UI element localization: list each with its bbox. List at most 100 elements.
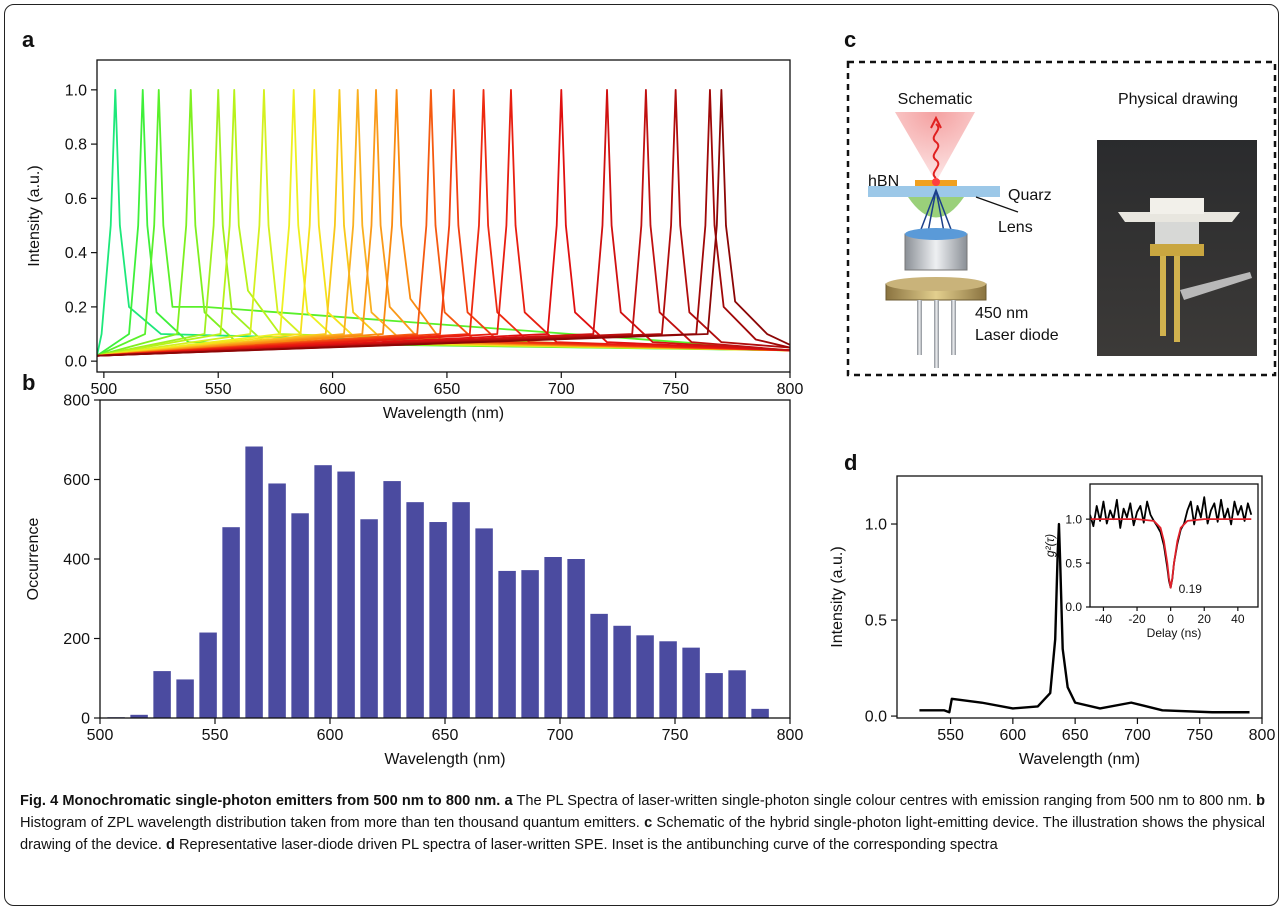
photo-pin [1174,256,1180,342]
x-tick-label: 750 [662,727,689,744]
diode-base-top [886,277,986,291]
panel-label: d [844,450,857,475]
annotation: 0.19 [1179,582,1203,596]
histogram-bar [199,632,217,718]
quartz-label: Quarz [1008,187,1052,204]
y-axis-label: Intensity (a.u.) [26,165,43,266]
caption-text: The PL Spectra of laser-written single-p… [512,793,1257,809]
y-tick-label: 1.0 [65,82,87,99]
caption-text: d [166,837,175,853]
diode-pin [951,300,956,355]
histogram-bar [130,714,148,718]
y-tick-label: 600 [63,472,90,489]
histogram-bar [222,527,240,718]
y-tick-label: 800 [63,393,90,410]
y-axis-label: Occurrence [25,518,42,601]
histogram-bar [176,679,194,718]
hbn-label: hBN [868,173,899,190]
inset-background [1090,484,1258,607]
caption-text: Representative laser-diode driven PL spe… [174,837,998,853]
spectrum-line [97,88,790,357]
diode-pin [934,300,939,368]
plot-area [97,88,790,357]
spectrum-line [97,88,790,357]
x-tick-label: 550 [937,727,964,744]
laser-label: Laser diode [975,327,1059,344]
x-tick-label: 650 [434,381,461,398]
spectrum-line [919,522,1250,714]
dashed-box [846,60,1277,377]
photo-pin [1160,256,1166,336]
spectrum-line [1090,518,1252,589]
x-tick-label: 800 [777,727,804,744]
lens-label: Lens [998,219,1033,236]
histogram-bar [337,471,355,718]
x-tick-label: 40 [1231,612,1245,626]
histogram-bar [245,446,263,718]
x-axis-label: Wavelength (nm) [383,405,504,422]
x-tick-label: 750 [1186,727,1213,744]
spectrum-line [97,88,790,357]
x-tick-label: 700 [548,381,575,398]
histogram-bar [429,522,447,718]
spectrum-line [97,88,790,357]
histogram-bar [268,483,286,718]
plot-area [1090,496,1253,589]
axis-box [896,475,1263,719]
panel-label: c [844,27,856,52]
pointer [975,196,1019,213]
y-axis-label: Intensity (a.u.) [829,546,846,647]
spectrum-line [97,88,790,357]
photo-can [1155,222,1199,244]
x-axis-label: Wavelength (nm) [384,751,505,768]
laser-label: 450 nm [975,305,1028,322]
y-tick-label: 0.0 [1065,600,1082,614]
photo-tweezer [1180,272,1252,300]
diode-window [905,228,967,240]
schematic-title: Schematic [898,91,973,108]
x-tick-label: 500 [87,727,114,744]
x-tick-label: 550 [202,727,229,744]
x-tick-label: 650 [432,727,459,744]
photon-wave [932,123,940,179]
y-axis-label: g²(τ) [1043,534,1057,557]
y-tick-label: 0.5 [865,613,887,630]
plot-area [919,522,1250,714]
emission-cone [895,112,975,182]
histogram-bar [682,647,700,718]
y-tick-label: 0.5 [1065,556,1082,570]
spectrum-line [97,88,790,357]
x-tick-label: 800 [777,381,804,398]
y-tick-label: 1.0 [865,517,887,534]
histogram-bar [406,502,424,718]
x-tick-label: 750 [662,381,689,398]
axis-box [96,59,791,373]
caption-text: a [504,793,513,809]
histogram-bar [751,708,769,718]
y-tick-label: 200 [63,631,90,648]
figure: a b c d Schematic Physical drawing hBN Q… [22,27,1277,768]
spectrum-line [97,88,790,357]
spectrum-line [97,88,790,357]
x-tick-label: 20 [1198,612,1212,626]
histogram-bar [659,641,677,718]
caption-text: Fig. 4 Monochromatic single-photon emitt… [20,793,501,809]
histogram-bar [452,502,470,718]
histogram-bar [314,465,332,718]
spectrum-line [97,88,790,357]
y-tick-label: 0.0 [65,354,87,371]
diode-pin [917,300,922,355]
spectrum-line [97,88,790,357]
caption-text: c [644,815,653,831]
x-tick-label: -40 [1095,612,1113,626]
x-tick-label: 550 [205,381,232,398]
y-tick-label: 1.0 [1065,512,1082,526]
spectrum-line [97,88,790,356]
y-tick-label: 0.0 [865,709,887,726]
histogram-bar [521,570,539,718]
x-tick-label: -20 [1128,612,1146,626]
x-tick-label: 800 [1249,727,1276,744]
histogram-bar [360,519,378,718]
histogram-bar [153,671,171,718]
